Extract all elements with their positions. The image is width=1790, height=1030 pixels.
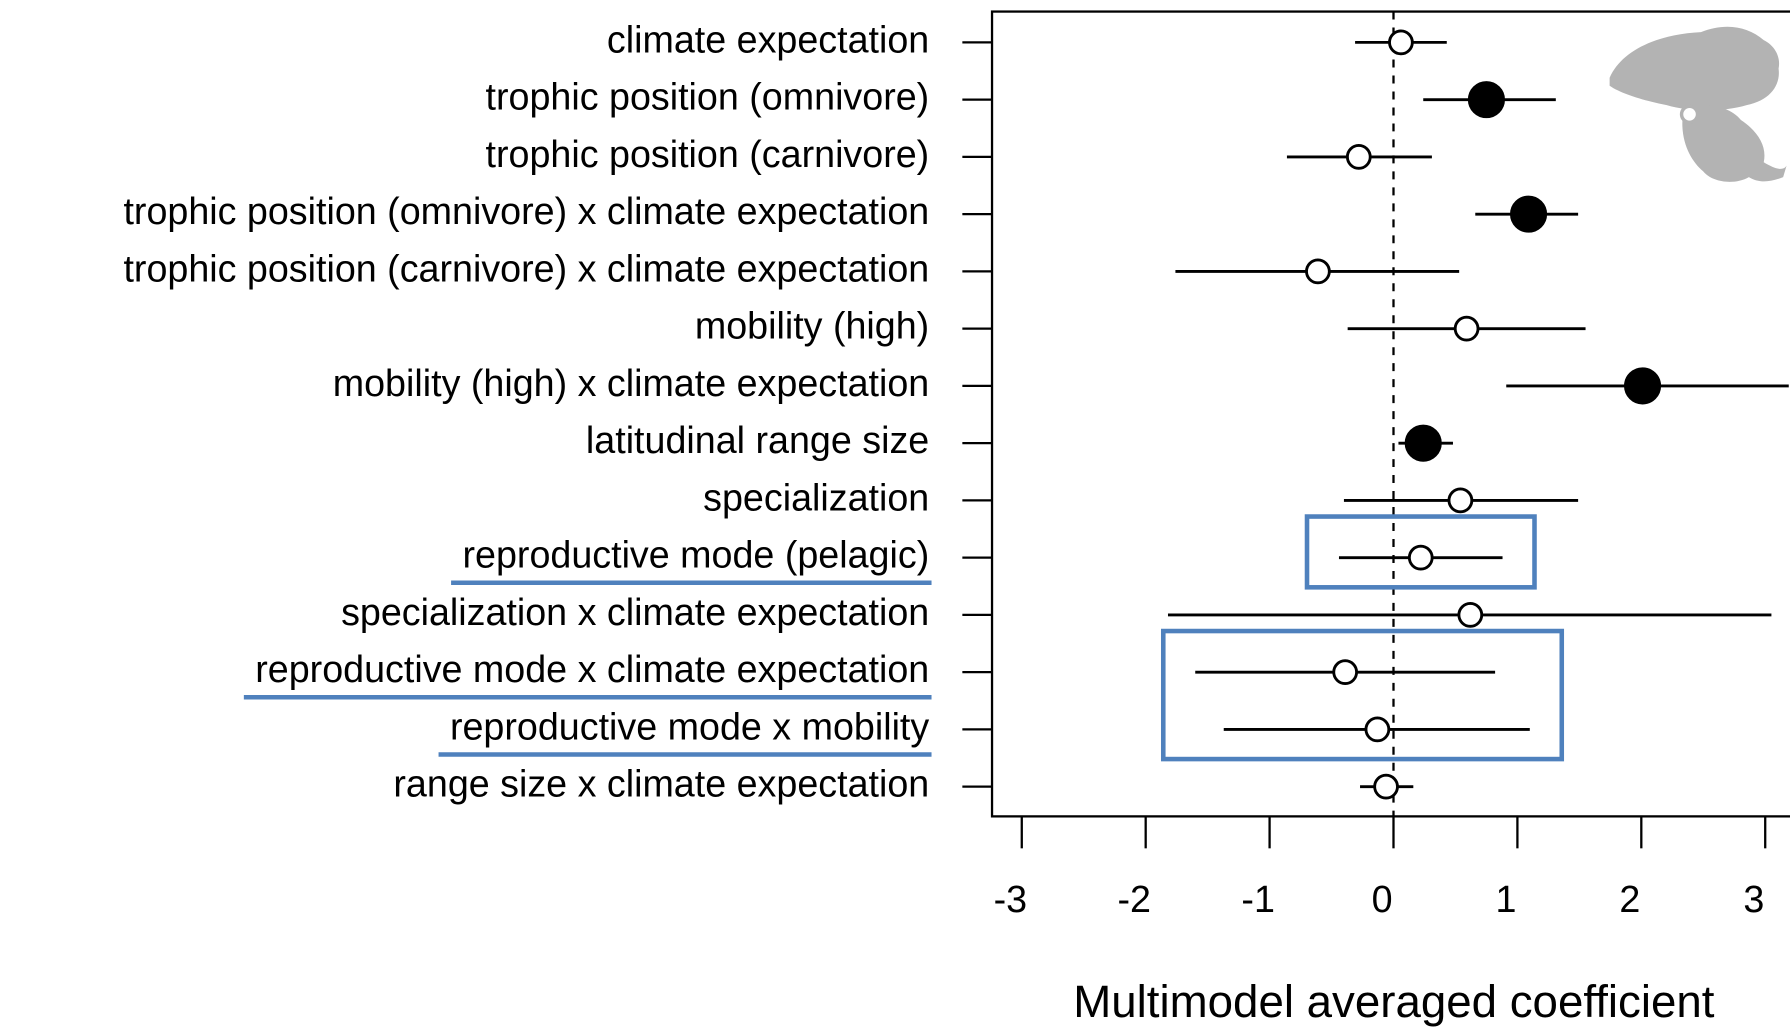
x-axis-label: Multimodel averaged coefficient	[1073, 976, 1715, 1027]
highlight-box	[1304, 514, 1537, 590]
point	[1404, 424, 1442, 462]
y-tick-label: trophic position (carnivore) x climate e…	[123, 247, 929, 289]
x-tick-label: 1	[1496, 878, 1517, 920]
x-tick-label: 2	[1619, 878, 1640, 920]
y-tick-label: trophic position (omnivore) x climate ex…	[123, 190, 929, 232]
point	[1407, 544, 1434, 571]
x-tick-label: -2	[1118, 878, 1151, 920]
y-tick-label: reproductive mode (pelagic)	[462, 534, 929, 576]
fish-icon	[1609, 26, 1787, 182]
point	[1364, 716, 1391, 743]
y-tick-label: specialization	[703, 476, 929, 518]
y-tick-label: latitudinal range size	[586, 419, 929, 461]
y-tick-label: mobility (high) x climate expectation	[333, 362, 929, 404]
y-tick-label: reproductive mode x mobility	[450, 705, 929, 747]
point	[1373, 773, 1399, 800]
x-tick-label: 3	[1743, 878, 1764, 920]
point	[1345, 144, 1372, 170]
point	[1305, 258, 1331, 285]
x-tick-label: 0	[1372, 878, 1393, 920]
point	[1388, 29, 1414, 56]
plot-frame	[990, 10, 1790, 818]
point	[1467, 81, 1505, 119]
point	[1623, 367, 1662, 405]
point	[1332, 659, 1359, 685]
y-tick-label: climate expectation	[607, 18, 929, 60]
x-tick-label: -3	[994, 878, 1027, 920]
x-tick-label: -1	[1241, 878, 1274, 920]
point	[1447, 487, 1474, 514]
y-tick-label: trophic position (omnivore)	[486, 76, 930, 118]
point	[1510, 195, 1548, 233]
y-tick-label: reproductive mode x climate expectation	[255, 648, 929, 690]
point	[1457, 602, 1484, 628]
highlight-box	[1160, 628, 1565, 762]
y-tick-label: trophic position (carnivore)	[486, 133, 930, 175]
y-tick-label: specialization x climate expectation	[341, 591, 929, 633]
y-tick-label: mobility (high)	[695, 305, 929, 347]
point	[1453, 315, 1480, 342]
y-tick-label: range size x climate expectation	[393, 763, 929, 805]
